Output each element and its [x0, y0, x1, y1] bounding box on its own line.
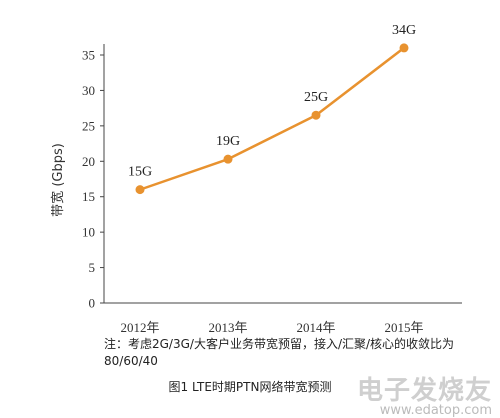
series-line	[138, 46, 406, 191]
watermark: 电子发烧友 www.edatop.com	[357, 370, 492, 418]
y-axis-label: 带宽 (Gbps)	[50, 143, 66, 217]
y-tick-label: 0	[89, 296, 96, 311]
y-tick-label: 5	[89, 260, 96, 275]
y-tick-label: 20	[82, 154, 95, 169]
y-tick-label: 15	[82, 189, 95, 204]
data-label: 25G	[304, 90, 328, 105]
y-tick-label: 30	[82, 83, 95, 98]
x-tick-label: 2012年	[120, 320, 159, 335]
line-chart: 0 5 10 15 20 25 30 35 2012年 2013年 2014年 2015年 带宽 (…	[50, 23, 462, 335]
x-tick-label: 2015年	[384, 320, 423, 335]
y-tick-label: 35	[82, 48, 95, 63]
x-tick-label: 2013年	[208, 320, 247, 335]
y-tick-label: 10	[82, 225, 95, 240]
data-label: 15G	[128, 165, 152, 180]
footnote: 注：考虑2G/3G/大客户业务带宽预留，接入/汇聚/核心的收敛比为80/60/4…	[104, 337, 455, 368]
data-point	[399, 43, 409, 53]
data-label: 19G	[216, 134, 240, 149]
y-tick-label: 25	[82, 118, 95, 133]
data-point	[135, 185, 145, 195]
figure-caption: 图1 LTE时期PTN网络带宽预测	[168, 380, 332, 394]
data-point	[311, 110, 321, 120]
x-tick-label: 2014年	[296, 320, 335, 335]
watermark-logo: 电子发烧友	[356, 376, 492, 406]
data-label: 34G	[392, 23, 416, 38]
data-point	[223, 154, 233, 164]
